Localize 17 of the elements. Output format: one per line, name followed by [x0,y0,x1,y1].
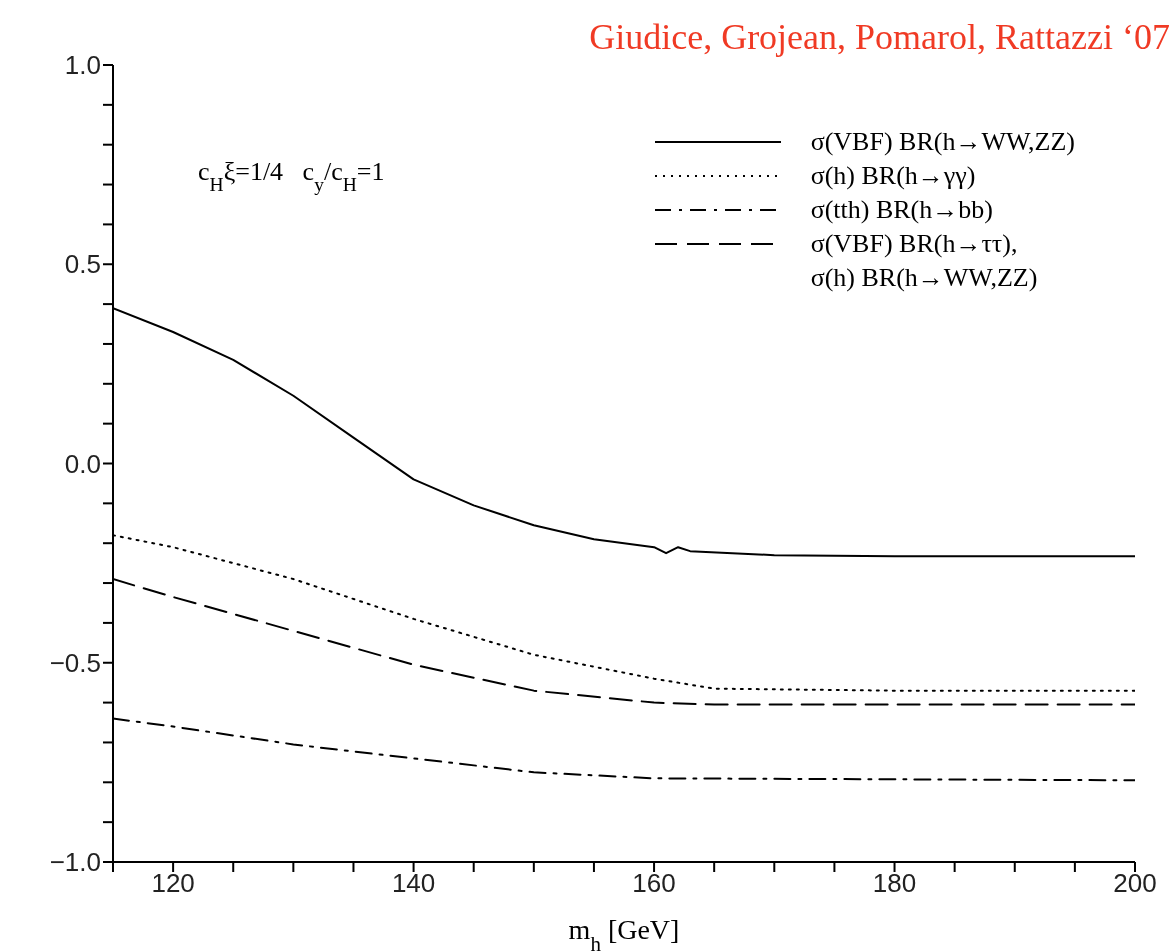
x-tick-label: 160 [632,868,676,899]
y-tick-label: 0.5 [64,249,101,280]
y-tick-label: 0.0 [64,448,101,479]
legend-label: σ(tth) BR(h→bb) [810,194,993,226]
x-tick-label: 140 [391,868,436,899]
x-tick-label: 120 [151,868,195,899]
x-tick-label: 180 [872,868,917,899]
legend-label: σ(VBF) BR(h→ττ), σ(h) BR(h→WW,ZZ) [810,228,1038,294]
y-tick-label: −0.5 [49,647,101,678]
y-tick-label: −1.0 [49,847,101,878]
annotation: c$_{H}$ξ=1/4 c$_{y}$/c$_{H}$=1 [198,157,385,195]
x-axis-title: m$_{h}$ [GeV] [568,914,680,951]
y-tick-label: 1.0 [64,50,101,81]
legend-label: σ(h) BR(h→γγ) [810,160,976,192]
legend-label: σ(VBF) BR(h→WW,ZZ) [810,126,1075,158]
text: Giudice, Grojean, Pomarol, Rattazzi ‘07 [589,17,1170,57]
x-tick-label: 200 [1113,868,1157,899]
